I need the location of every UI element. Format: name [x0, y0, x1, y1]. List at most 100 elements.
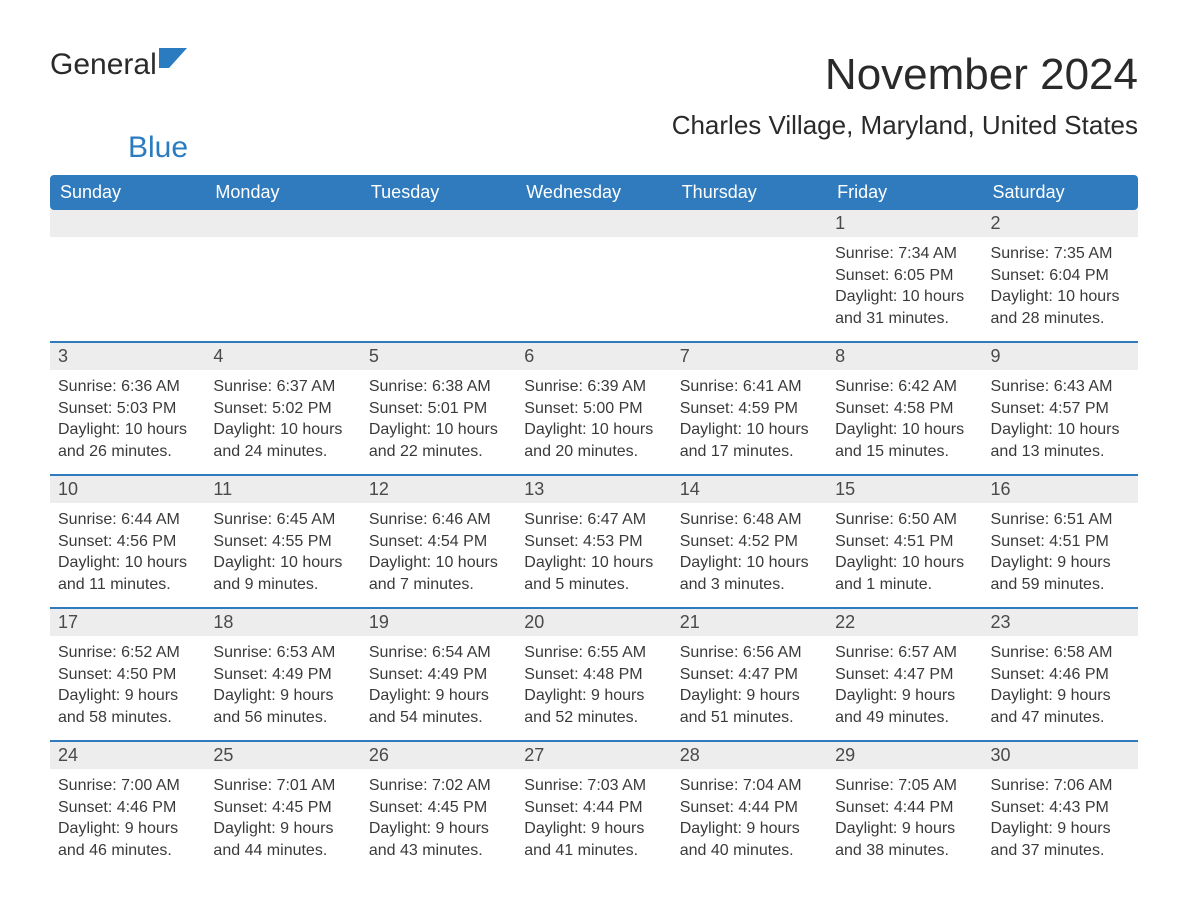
sunset-label: Sunset: — [680, 799, 734, 816]
day-number: 19 — [361, 609, 516, 636]
daylight-label: Daylight: — [58, 820, 120, 837]
sunset-line: Sunset: 4:59 PM — [680, 398, 819, 420]
calendar-day-cell: 3Sunrise: 6:36 AMSunset: 5:03 PMDaylight… — [50, 343, 205, 475]
day-number: 23 — [983, 609, 1138, 636]
sunrise-value: 6:44 AM — [121, 511, 180, 528]
sunset-value: 4:48 PM — [583, 666, 643, 683]
sunrise-label: Sunrise: — [835, 245, 894, 262]
calendar-day-cell: 10Sunrise: 6:44 AMSunset: 4:56 PMDayligh… — [50, 476, 205, 608]
daylight-label: Daylight: — [213, 554, 275, 571]
daylight-line: Daylight: 9 hours and 51 minutes. — [680, 685, 819, 728]
calendar-week-row: 17Sunrise: 6:52 AMSunset: 4:50 PMDayligh… — [50, 609, 1138, 741]
day-number: 7 — [672, 343, 827, 370]
calendar-day-cell: 9Sunrise: 6:43 AMSunset: 4:57 PMDaylight… — [983, 343, 1138, 475]
sunset-value: 4:51 PM — [1049, 533, 1109, 550]
daylight-label: Daylight: — [991, 820, 1053, 837]
daylight-line: Daylight: 10 hours and 9 minutes. — [213, 552, 352, 595]
sunrise-line: Sunrise: 7:05 AM — [835, 775, 974, 797]
sunrise-line: Sunrise: 6:54 AM — [369, 642, 508, 664]
sunset-value: 5:01 PM — [428, 400, 488, 417]
day-number: 18 — [205, 609, 360, 636]
sunrise-line: Sunrise: 6:50 AM — [835, 509, 974, 531]
daylight-label: Daylight: — [835, 687, 897, 704]
sunset-value: 6:05 PM — [894, 267, 954, 284]
day-number: 14 — [672, 476, 827, 503]
sunrise-value: 6:54 AM — [432, 644, 491, 661]
sunrise-line: Sunrise: 6:52 AM — [58, 642, 197, 664]
day-number: 21 — [672, 609, 827, 636]
sunset-line: Sunset: 4:49 PM — [369, 664, 508, 686]
sunrise-label: Sunrise: — [369, 511, 428, 528]
sunrise-value: 6:37 AM — [277, 378, 336, 395]
calendar-day-cell: 4Sunrise: 6:37 AMSunset: 5:02 PMDaylight… — [205, 343, 360, 475]
calendar-day-cell: 18Sunrise: 6:53 AMSunset: 4:49 PMDayligh… — [205, 609, 360, 741]
sunrise-label: Sunrise: — [991, 644, 1050, 661]
day-number: 24 — [50, 742, 205, 769]
calendar-day-cell: 25Sunrise: 7:01 AMSunset: 4:45 PMDayligh… — [205, 742, 360, 874]
sunrise-value: 6:36 AM — [121, 378, 180, 395]
sunrise-value: 7:35 AM — [1054, 245, 1113, 262]
sunrise-label: Sunrise: — [835, 777, 894, 794]
sunset-label: Sunset: — [524, 533, 578, 550]
sunset-line: Sunset: 5:00 PM — [524, 398, 663, 420]
sunset-value: 4:59 PM — [738, 400, 798, 417]
sunrise-value: 6:56 AM — [743, 644, 802, 661]
day-number: 2 — [983, 210, 1138, 237]
sunrise-label: Sunrise: — [991, 378, 1050, 395]
day-body: Sunrise: 6:36 AMSunset: 5:03 PMDaylight:… — [50, 370, 205, 468]
daylight-label: Daylight: — [991, 687, 1053, 704]
day-body: Sunrise: 6:37 AMSunset: 5:02 PMDaylight:… — [205, 370, 360, 468]
calendar-day-cell: 2Sunrise: 7:35 AMSunset: 6:04 PMDaylight… — [983, 210, 1138, 342]
sunset-value: 4:43 PM — [1049, 799, 1109, 816]
sunrise-label: Sunrise: — [680, 777, 739, 794]
sunset-line: Sunset: 4:46 PM — [991, 664, 1130, 686]
day-number: 26 — [361, 742, 516, 769]
calendar-week-row: 10Sunrise: 6:44 AMSunset: 4:56 PMDayligh… — [50, 476, 1138, 608]
sunrise-value: 7:06 AM — [1054, 777, 1113, 794]
sunset-label: Sunset: — [58, 533, 112, 550]
sunrise-value: 6:48 AM — [743, 511, 802, 528]
sunset-value: 4:47 PM — [738, 666, 798, 683]
daylight-line: Daylight: 9 hours and 40 minutes. — [680, 818, 819, 861]
day-number: 22 — [827, 609, 982, 636]
calendar-day-cell: 26Sunrise: 7:02 AMSunset: 4:45 PMDayligh… — [361, 742, 516, 874]
sunset-label: Sunset: — [524, 400, 578, 417]
day-number-empty — [672, 210, 827, 237]
sunset-label: Sunset: — [991, 666, 1045, 683]
day-body: Sunrise: 6:43 AMSunset: 4:57 PMDaylight:… — [983, 370, 1138, 468]
day-body: Sunrise: 7:06 AMSunset: 4:43 PMDaylight:… — [983, 769, 1138, 867]
calendar-day-cell: 21Sunrise: 6:56 AMSunset: 4:47 PMDayligh… — [672, 609, 827, 741]
daylight-label: Daylight: — [369, 421, 431, 438]
calendar-day-cell: 28Sunrise: 7:04 AMSunset: 4:44 PMDayligh… — [672, 742, 827, 874]
day-number: 27 — [516, 742, 671, 769]
sunrise-label: Sunrise: — [58, 511, 117, 528]
sunset-value: 6:04 PM — [1049, 267, 1109, 284]
sunrise-label: Sunrise: — [58, 777, 117, 794]
sunrise-value: 7:05 AM — [898, 777, 957, 794]
sunset-label: Sunset: — [524, 666, 578, 683]
day-number: 10 — [50, 476, 205, 503]
calendar-day-cell: 13Sunrise: 6:47 AMSunset: 4:53 PMDayligh… — [516, 476, 671, 608]
day-number: 12 — [361, 476, 516, 503]
sunset-line: Sunset: 4:51 PM — [991, 531, 1130, 553]
day-body: Sunrise: 6:55 AMSunset: 4:48 PMDaylight:… — [516, 636, 671, 734]
daylight-line: Daylight: 10 hours and 22 minutes. — [369, 419, 508, 462]
sunset-value: 4:46 PM — [1049, 666, 1109, 683]
day-body: Sunrise: 7:05 AMSunset: 4:44 PMDaylight:… — [827, 769, 982, 867]
sunset-line: Sunset: 4:45 PM — [369, 797, 508, 819]
sunset-line: Sunset: 4:55 PM — [213, 531, 352, 553]
sunrise-value: 7:00 AM — [121, 777, 180, 794]
sunset-label: Sunset: — [213, 400, 267, 417]
sunrise-label: Sunrise: — [213, 644, 272, 661]
day-body: Sunrise: 7:35 AMSunset: 6:04 PMDaylight:… — [983, 237, 1138, 335]
calendar-day-cell: 11Sunrise: 6:45 AMSunset: 4:55 PMDayligh… — [205, 476, 360, 608]
sunrise-label: Sunrise: — [680, 511, 739, 528]
daylight-line: Daylight: 10 hours and 17 minutes. — [680, 419, 819, 462]
sunrise-label: Sunrise: — [213, 777, 272, 794]
sunset-label: Sunset: — [213, 799, 267, 816]
daylight-line: Daylight: 10 hours and 31 minutes. — [835, 286, 974, 329]
sunrise-line: Sunrise: 6:57 AM — [835, 642, 974, 664]
sunset-value: 4:52 PM — [738, 533, 798, 550]
daylight-line: Daylight: 10 hours and 15 minutes. — [835, 419, 974, 462]
daylight-line: Daylight: 10 hours and 1 minute. — [835, 552, 974, 595]
